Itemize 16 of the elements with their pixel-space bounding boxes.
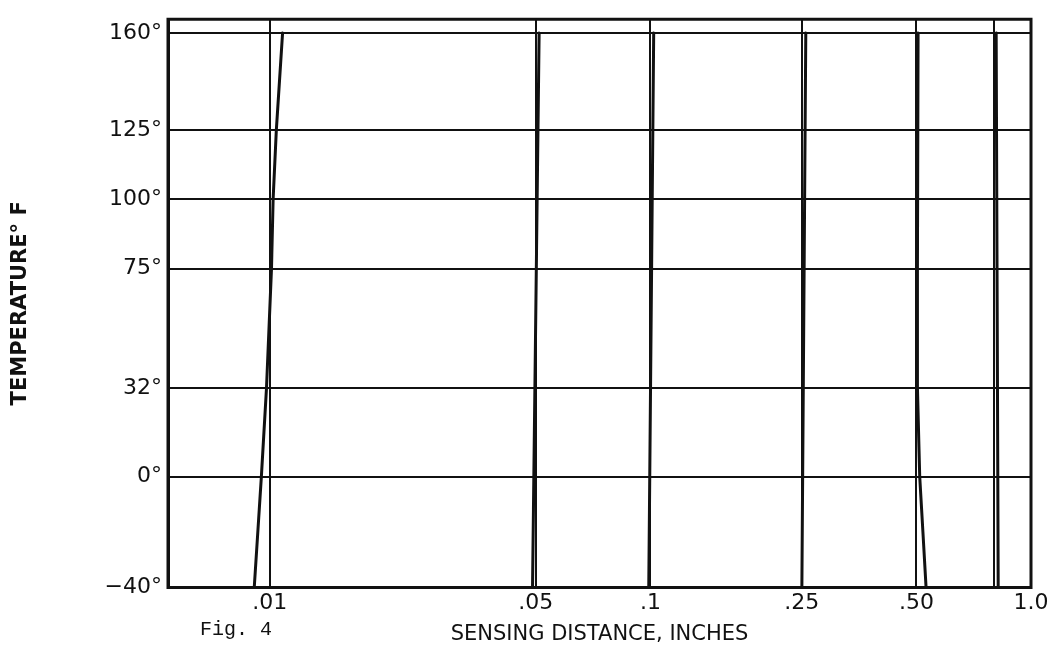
y-tick-label: 0° (137, 462, 162, 488)
x-tick-label: .25 (784, 589, 820, 615)
y-tick-label: 32° (123, 373, 162, 399)
y-tick-label: −40° (104, 573, 162, 599)
y-tick-label: 75° (123, 254, 162, 280)
x-tick-label: .50 (898, 589, 934, 615)
caption: Fig. 4 (200, 618, 273, 641)
x-tick-label: 1.0 (1013, 589, 1049, 615)
x-axis-title: SENSING DISTANCE, INCHES (450, 620, 749, 645)
x-tick-label: .05 (518, 589, 554, 615)
y-tick-label: 100° (109, 185, 162, 211)
x-tick-label: .1 (639, 589, 661, 615)
y-tick-label: 125° (109, 115, 162, 141)
x-tick-label: .01 (252, 589, 288, 615)
y-tick-label: 160° (109, 18, 162, 44)
y-axis-title: TEMPERATURE° F (7, 201, 32, 406)
